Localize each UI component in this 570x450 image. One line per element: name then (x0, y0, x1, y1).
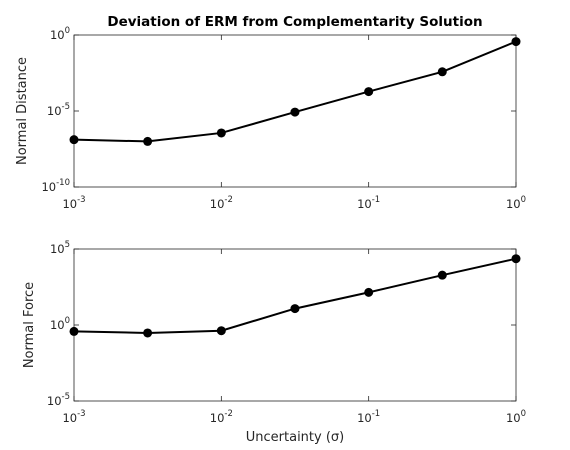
y-tick-label: 10-5 (47, 102, 70, 118)
tick-group-top: 10-3 10-2 10-1 100 10-10 10-5 100 (41, 26, 526, 211)
data-point (512, 37, 521, 46)
data-point (70, 327, 79, 336)
x-tick-label: 100 (506, 195, 526, 211)
series-group-top (70, 37, 521, 146)
x-tick-label: 10-3 (62, 195, 85, 211)
y-axis-label-bottom: Normal Force (22, 282, 37, 368)
data-point (217, 128, 226, 137)
panel-normal-distance: Deviation of ERM from Complementarity So… (15, 14, 526, 211)
chart-title: Deviation of ERM from Complementarity So… (107, 14, 482, 30)
series-line (74, 42, 516, 142)
x-tick-label: 10-2 (210, 195, 233, 211)
y-tick-label: 10-10 (41, 178, 70, 194)
series-line (74, 259, 516, 333)
data-point (438, 67, 447, 76)
data-point (364, 87, 373, 96)
y-axis-label-top: Normal Distance (15, 57, 30, 165)
data-point (512, 254, 521, 263)
x-tick-label: 10-1 (357, 409, 380, 425)
y-tick-label: 100 (50, 316, 70, 332)
x-axis-label: Uncertainty (σ) (246, 430, 344, 445)
data-point (217, 326, 226, 335)
y-tick-label: 105 (50, 240, 70, 256)
data-point (438, 271, 447, 280)
x-tick-label: 100 (506, 409, 526, 425)
data-point (290, 108, 299, 117)
x-tick-label: 10-1 (357, 195, 380, 211)
data-point (290, 304, 299, 313)
data-point (364, 288, 373, 297)
data-point (143, 328, 152, 337)
x-tick-label: 10-2 (210, 409, 233, 425)
data-point (143, 137, 152, 146)
y-tick-label: 10-5 (47, 392, 70, 408)
plot-area-bottom (74, 249, 516, 401)
series-group-bottom (70, 254, 521, 337)
x-tick-label: 10-3 (62, 409, 85, 425)
y-tick-label: 100 (50, 26, 70, 42)
panel-normal-force: 10-3 10-2 10-1 100 10-5 100 105 Normal Force U… (22, 240, 526, 445)
data-point (70, 135, 79, 144)
